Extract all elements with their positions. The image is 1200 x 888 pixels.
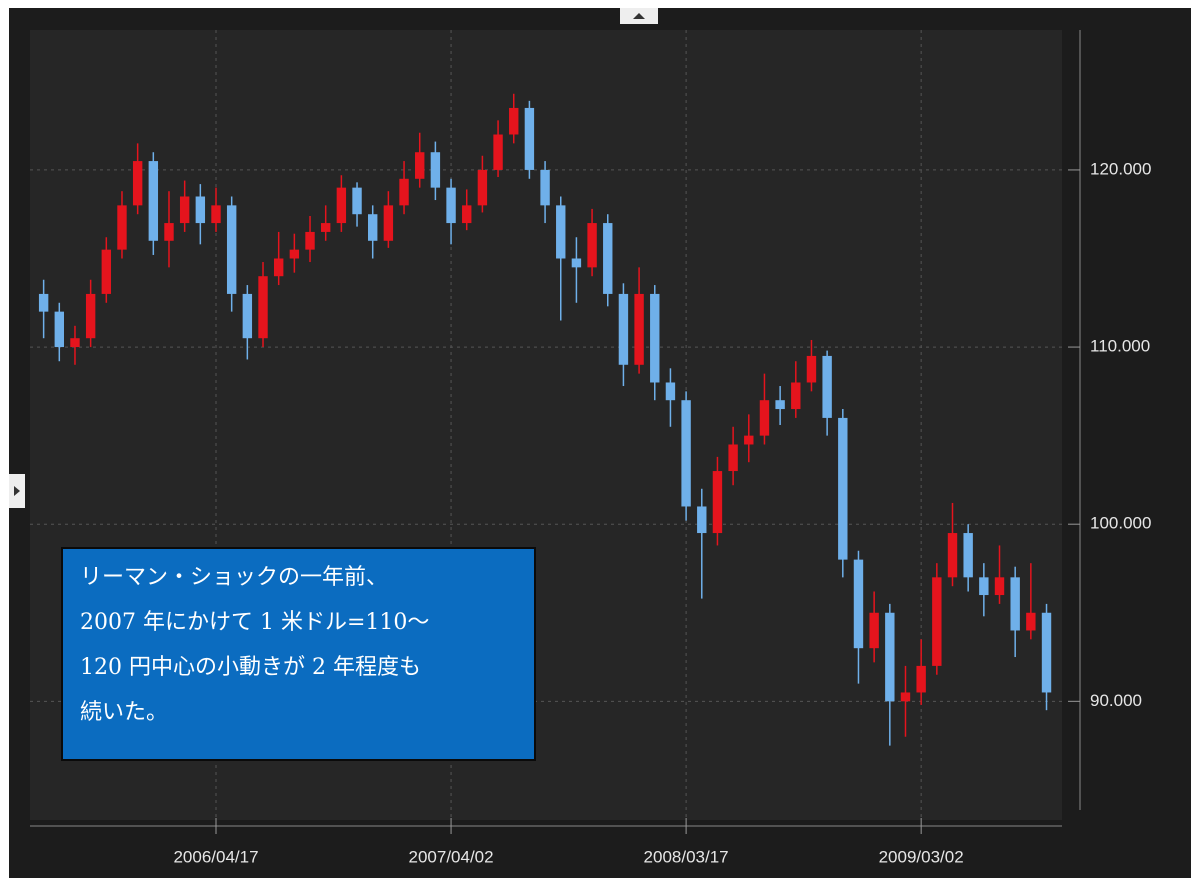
candle-body <box>556 205 566 259</box>
y-tick-label: 120.000 <box>1090 159 1151 178</box>
candle-body <box>775 400 785 410</box>
candle-body <box>305 231 315 250</box>
candle-body <box>368 214 378 241</box>
candle-body <box>634 293 644 365</box>
candle-body <box>101 249 112 294</box>
x-tick-label: 2008/03/17 <box>644 847 729 866</box>
candle-body <box>38 293 49 312</box>
candle-body <box>132 161 143 206</box>
candle-body <box>650 293 660 383</box>
candle-body <box>415 152 425 179</box>
candle-body <box>759 400 770 436</box>
candle-body <box>258 276 268 339</box>
candle-body <box>885 612 895 702</box>
y-tick-label: 90.000 <box>1090 691 1142 710</box>
candle-body <box>712 471 723 534</box>
candle-body <box>446 187 456 224</box>
candle-body <box>70 338 80 348</box>
candle-body <box>273 258 284 277</box>
candle-body <box>383 205 394 241</box>
candle-body <box>117 205 127 250</box>
candle-body <box>352 187 362 215</box>
candle-body <box>665 382 676 401</box>
candle-body <box>853 559 864 649</box>
candle-body <box>211 205 221 224</box>
candle-body <box>979 577 989 596</box>
candle-body <box>744 435 754 445</box>
candle-body <box>320 223 331 232</box>
candle-body <box>336 187 347 224</box>
candle-body <box>932 577 942 666</box>
candle-body <box>477 169 488 206</box>
candle-body <box>148 161 159 241</box>
candle-body <box>85 293 96 339</box>
annotation-text: 120 円中心の小動きが 2 年程度も <box>80 655 421 680</box>
candle-body <box>430 152 441 188</box>
candle-body <box>226 205 237 294</box>
candle-body <box>806 355 817 383</box>
side-icon <box>14 486 20 496</box>
candle-body <box>822 355 832 418</box>
candle-body <box>289 249 300 259</box>
y-tick-label: 100.000 <box>1090 514 1151 533</box>
annotation-text: 2007 年にかけて 1 米ドル=110～ <box>80 610 429 635</box>
candle-body <box>524 107 535 170</box>
y-tick-label: 110.000 <box>1090 337 1150 356</box>
candle-body <box>399 178 409 206</box>
collapse-icon <box>633 13 645 19</box>
annotation-text: リーマン・ショックの一年前、 <box>80 565 388 590</box>
candle-body <box>963 533 973 578</box>
candle-body <box>509 107 519 135</box>
x-tick-label: 2006/04/17 <box>173 847 258 866</box>
candle-body <box>493 134 503 170</box>
annotation-text: 続いた。 <box>80 700 168 725</box>
candle-body <box>618 293 629 365</box>
candle-body <box>587 223 597 268</box>
candle-body <box>540 169 550 206</box>
candle-body <box>1010 577 1020 631</box>
x-tick-label: 2009/03/02 <box>879 847 964 866</box>
candle-body <box>462 205 472 224</box>
candle-body <box>994 577 1005 596</box>
candle-body <box>838 417 848 560</box>
candle-body <box>728 444 738 472</box>
candle-body <box>900 692 911 702</box>
candle-body <box>242 293 253 339</box>
candle-body <box>54 311 65 348</box>
candle-body <box>947 533 958 578</box>
candle-body <box>603 223 613 294</box>
candle-body <box>681 400 691 507</box>
candle-body <box>916 665 926 693</box>
candle-body <box>179 196 190 224</box>
candle-body <box>195 196 206 224</box>
candle-body <box>571 258 582 268</box>
candle-body <box>1041 612 1052 693</box>
candle-body <box>697 506 707 534</box>
candle-body <box>1026 612 1036 631</box>
candle-body <box>869 612 879 649</box>
x-tick-label: 2007/04/02 <box>409 847 494 866</box>
candle-body <box>164 223 174 241</box>
candle-body <box>791 382 801 410</box>
annotation-box <box>61 547 536 761</box>
